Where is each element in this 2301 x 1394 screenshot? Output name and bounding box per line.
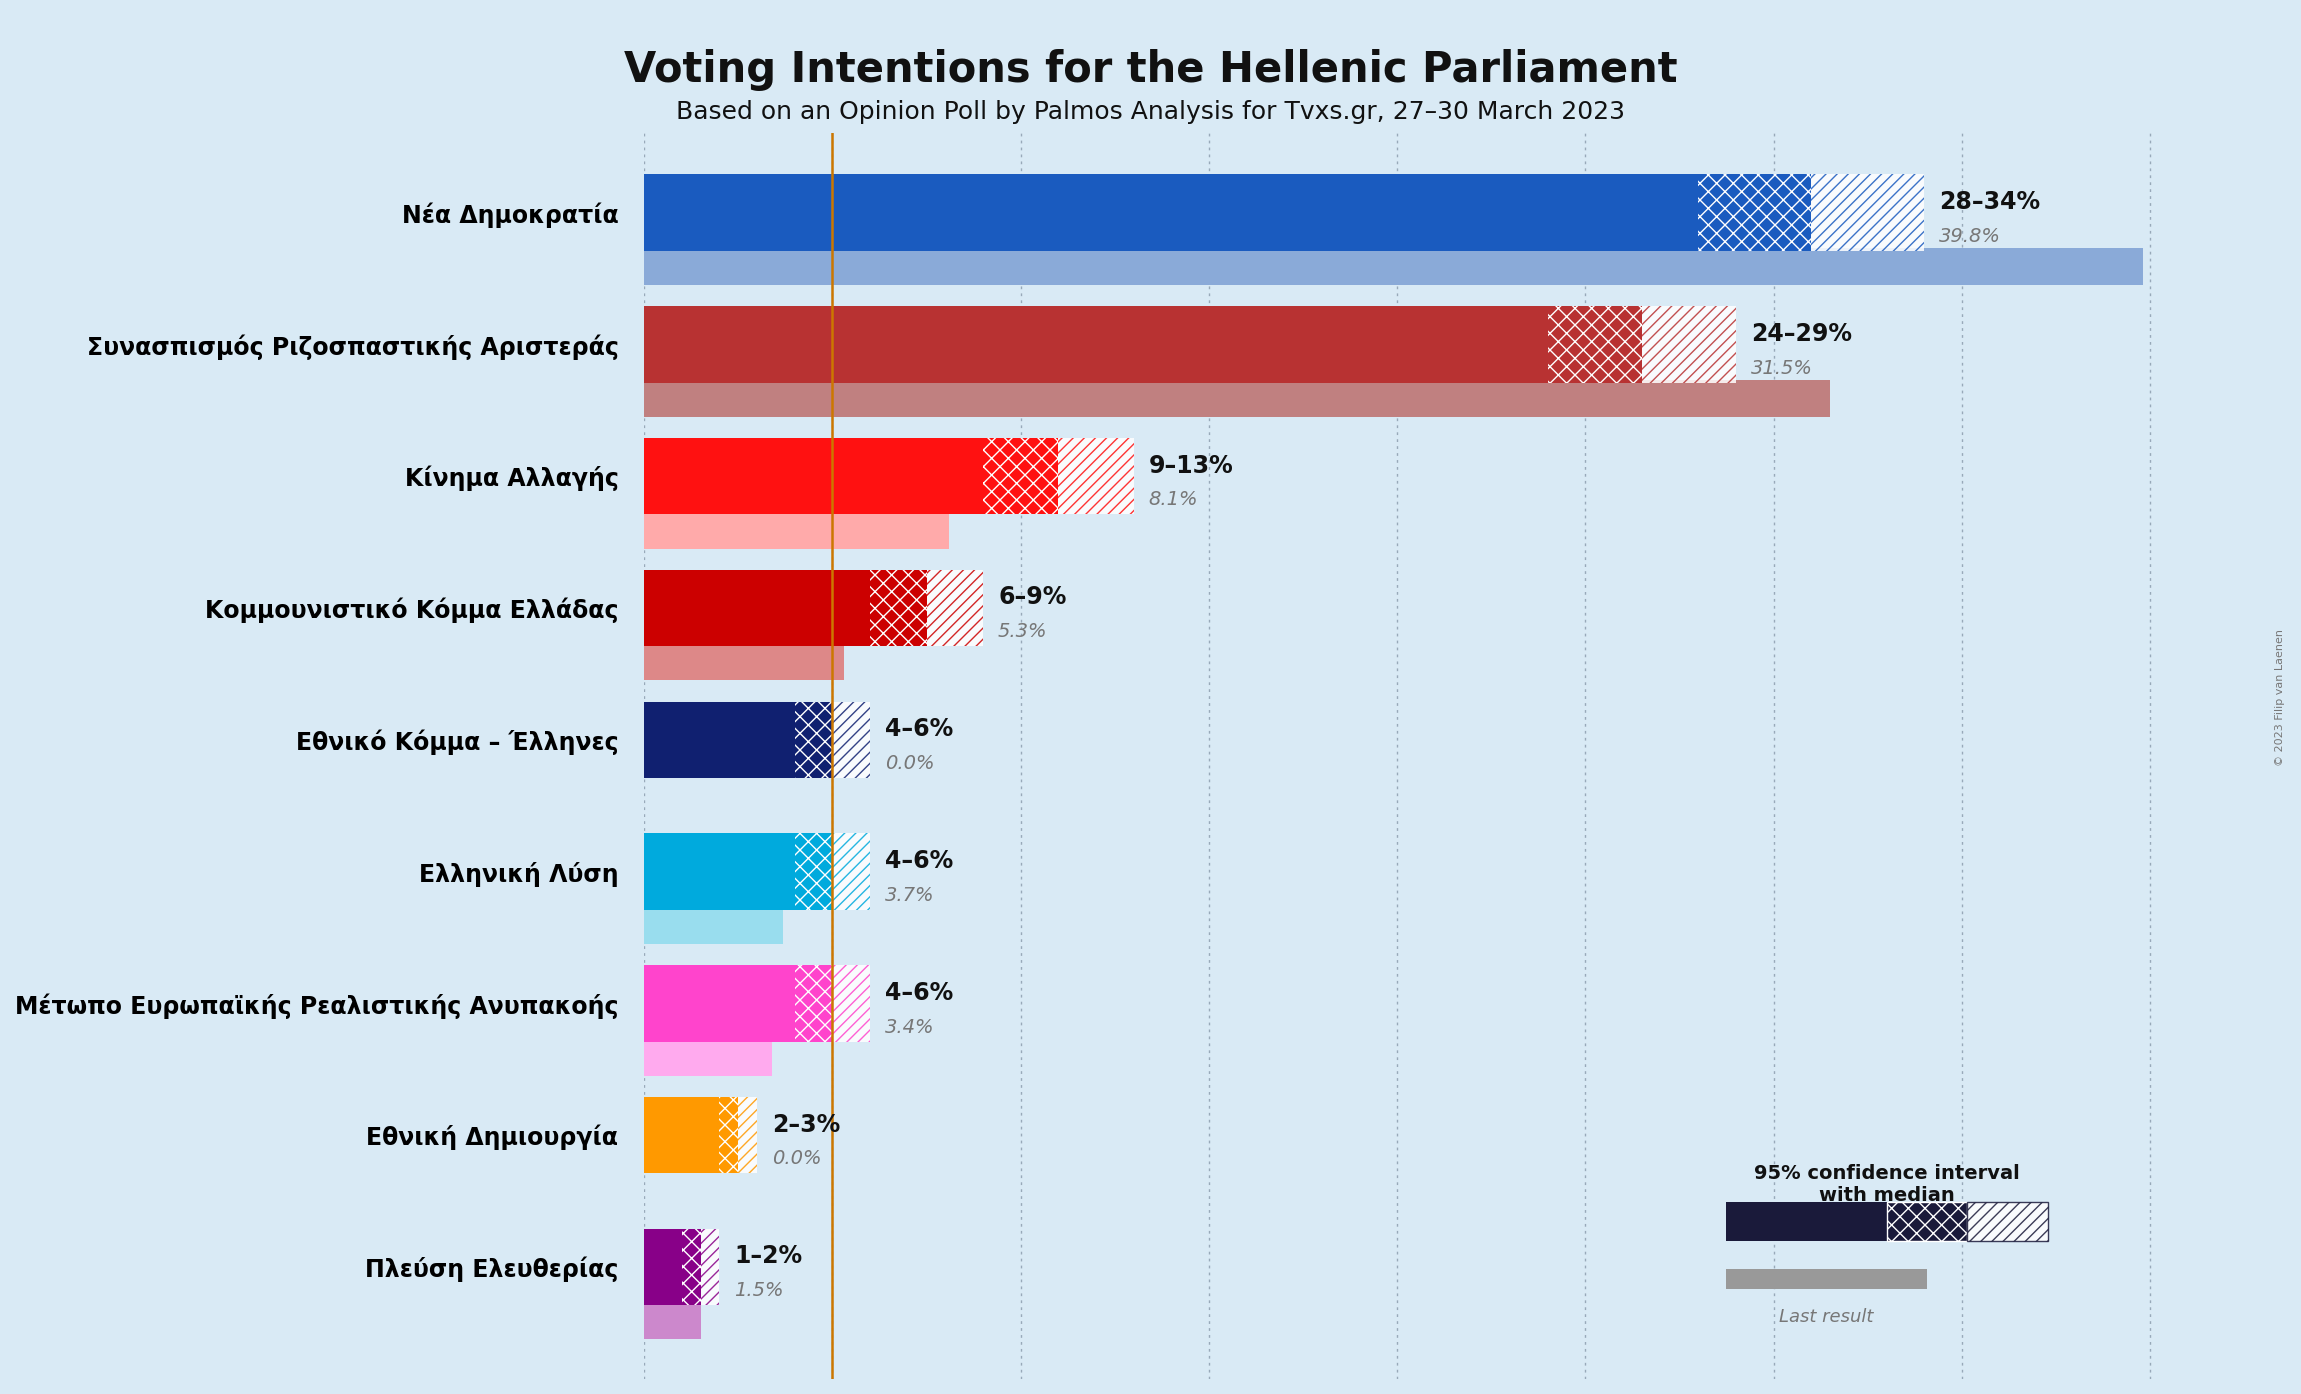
Bar bbox=[644, 1302, 702, 1340]
Text: © 2023 Filip van Laenen: © 2023 Filip van Laenen bbox=[2276, 629, 2285, 765]
Bar bbox=[1726, 1270, 1928, 1288]
Bar bbox=[702, 1228, 720, 1305]
Bar bbox=[644, 512, 948, 549]
Bar bbox=[644, 907, 782, 944]
Bar bbox=[644, 701, 794, 778]
Bar bbox=[644, 381, 1829, 417]
Bar bbox=[833, 834, 870, 910]
Bar bbox=[794, 834, 833, 910]
Bar bbox=[644, 1039, 773, 1076]
Text: 24–29%: 24–29% bbox=[1751, 322, 1852, 346]
Text: 2–3%: 2–3% bbox=[773, 1112, 840, 1136]
Text: Based on an Opinion Poll by Palmos Analysis for Tvxs.gr, 27–30 March 2023: Based on an Opinion Poll by Palmos Analy… bbox=[676, 100, 1625, 124]
Text: 1–2%: 1–2% bbox=[734, 1245, 803, 1269]
Bar bbox=[1726, 1202, 1887, 1241]
Bar bbox=[644, 644, 844, 680]
Bar bbox=[644, 248, 2142, 284]
Text: 5.3%: 5.3% bbox=[999, 622, 1047, 641]
Bar bbox=[1967, 1202, 2048, 1241]
Bar bbox=[644, 1097, 720, 1174]
Bar bbox=[644, 438, 983, 514]
Text: 28–34%: 28–34% bbox=[1940, 190, 2041, 215]
Bar bbox=[794, 965, 833, 1041]
Text: 95% confidence interval
with median: 95% confidence interval with median bbox=[1753, 1164, 2020, 1204]
Bar bbox=[870, 570, 927, 647]
Bar bbox=[833, 965, 870, 1041]
Bar bbox=[1643, 307, 1735, 382]
Text: 1.5%: 1.5% bbox=[734, 1281, 785, 1301]
Text: 0.0%: 0.0% bbox=[886, 754, 934, 774]
Text: 9–13%: 9–13% bbox=[1148, 453, 1233, 478]
Text: 4–6%: 4–6% bbox=[886, 849, 953, 873]
Text: 31.5%: 31.5% bbox=[1751, 358, 1813, 378]
Bar bbox=[644, 307, 1549, 382]
Bar bbox=[681, 1228, 702, 1305]
Bar bbox=[927, 570, 983, 647]
Bar bbox=[739, 1097, 757, 1174]
Text: Voting Intentions for the Hellenic Parliament: Voting Intentions for the Hellenic Parli… bbox=[624, 49, 1677, 91]
Bar bbox=[644, 570, 870, 647]
Bar bbox=[983, 438, 1058, 514]
Bar bbox=[794, 701, 833, 778]
Bar bbox=[1698, 174, 1811, 251]
Text: 39.8%: 39.8% bbox=[1940, 227, 2002, 245]
Text: 3.4%: 3.4% bbox=[886, 1018, 934, 1037]
Bar bbox=[644, 174, 1698, 251]
Bar bbox=[1887, 1202, 1967, 1241]
Text: 4–6%: 4–6% bbox=[886, 718, 953, 742]
Text: Last result: Last result bbox=[1779, 1308, 1873, 1326]
Text: 8.1%: 8.1% bbox=[1148, 491, 1199, 509]
Bar bbox=[1549, 307, 1643, 382]
Bar bbox=[720, 1097, 739, 1174]
Bar bbox=[644, 965, 794, 1041]
Bar bbox=[644, 1228, 681, 1305]
Text: 4–6%: 4–6% bbox=[886, 981, 953, 1005]
Text: 3.7%: 3.7% bbox=[886, 885, 934, 905]
Bar bbox=[1811, 174, 1924, 251]
Text: 6–9%: 6–9% bbox=[999, 585, 1065, 609]
Bar bbox=[833, 701, 870, 778]
Text: 0.0%: 0.0% bbox=[773, 1150, 821, 1168]
Bar bbox=[1058, 438, 1134, 514]
Bar bbox=[644, 834, 794, 910]
